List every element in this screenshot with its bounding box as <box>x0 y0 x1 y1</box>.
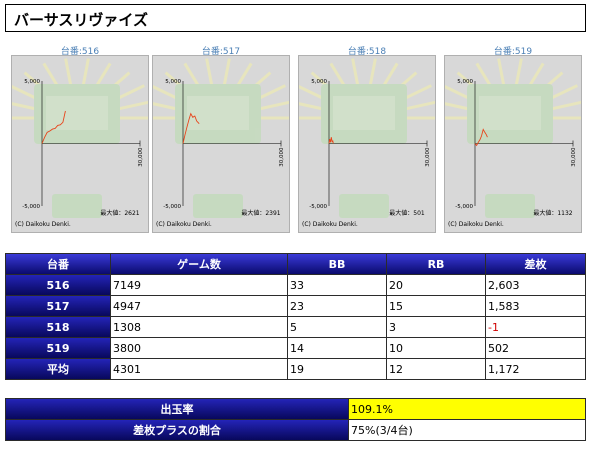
max-value-label: 最大値：2621 <box>100 209 139 217</box>
x-tick-max: 30,000 <box>138 147 144 167</box>
y-tick-max: 5,000 <box>24 79 40 85</box>
cell-games: 1308 <box>111 317 287 337</box>
graph-panel: 5,000 -5,000 30,000 最大値：2391 (C) Daikoku Den… <box>152 55 290 233</box>
copyright-text: (C) Daikoku Denki. <box>156 221 212 228</box>
cell-games: 4947 <box>111 296 287 316</box>
machine-number-label[interactable]: 台番:516 <box>60 47 100 57</box>
plus-ratio-value: 75%(3/4台) <box>349 420 585 440</box>
slump-graph: 5,000 -5,000 30,000 最大値：2621 (C) Daikoku Den… <box>12 58 148 228</box>
row-average-label: 平均 <box>6 359 110 379</box>
max-value-label: 最大値：501 <box>389 209 425 217</box>
payout-rate-value: 109.1% <box>349 399 585 419</box>
data-series-line <box>474 128 488 147</box>
machine-number-label[interactable]: 台番:519 <box>493 47 533 57</box>
machine-number-label[interactable]: 台番:517 <box>201 47 241 57</box>
page-title: バーサスリヴァイズ <box>14 11 148 29</box>
background-watermark <box>299 58 435 218</box>
table-row: 519 3800 14 10 502 <box>6 338 585 358</box>
background-watermark <box>12 58 148 218</box>
slump-graph: 5,000 -5,000 30,000 最大値：1132 (C) Daikoku Den… <box>445 58 581 228</box>
cell-bb: 14 <box>288 338 386 358</box>
data-series-line <box>41 110 66 144</box>
data-series-line <box>328 137 334 144</box>
y-tick-min: -5,000 <box>455 204 473 210</box>
table-row: 517 4947 23 15 1,583 <box>6 296 585 316</box>
plus-ratio-label: 差枚プラスの割合 <box>6 420 348 440</box>
data-series-line <box>182 112 200 144</box>
machine-number-label[interactable]: 台番:518 <box>347 47 387 57</box>
cell-rb: 12 <box>387 359 485 379</box>
summary-row: 出玉率 109.1% <box>6 399 585 419</box>
x-tick-max: 30,000 <box>571 147 577 167</box>
y-tick-max: 5,000 <box>457 79 473 85</box>
payout-rate-label: 出玉率 <box>6 399 348 419</box>
y-tick-max: 5,000 <box>165 79 181 85</box>
row-machine-number[interactable]: 519 <box>6 338 110 358</box>
x-tick-max: 30,000 <box>279 147 285 167</box>
col-header-machine: 台番 <box>6 254 110 274</box>
slump-graph: 5,000 -5,000 30,000 最大値：2391 (C) Daikoku Den… <box>153 58 289 228</box>
col-header-bb: BB <box>288 254 386 274</box>
background-watermark <box>445 58 581 218</box>
col-header-games: ゲーム数 <box>111 254 287 274</box>
cell-diff: 2,603 <box>486 275 585 295</box>
cell-bb: 23 <box>288 296 386 316</box>
col-header-rb: RB <box>387 254 485 274</box>
copyright-text: (C) Daikoku Denki. <box>302 221 358 228</box>
stats-table: 台番 ゲーム数 BB RB 差枚 516 7149 33 20 2,603 51… <box>5 253 586 380</box>
y-tick-min: -5,000 <box>309 204 327 210</box>
table-row-average: 平均 4301 19 12 1,172 <box>6 359 585 379</box>
copyright-text: (C) Daikoku Denki. <box>15 221 71 228</box>
cell-diff: -1 <box>486 317 585 337</box>
cell-rb: 3 <box>387 317 485 337</box>
graph-panel: 5,000 -5,000 30,000 最大値：2621 (C) Daikoku Den… <box>11 55 149 233</box>
y-tick-min: -5,000 <box>163 204 181 210</box>
cell-rb: 20 <box>387 275 485 295</box>
max-value-label: 最大値：1132 <box>533 209 572 217</box>
slump-graph: 5,000 -5,000 30,000 最大値：501 (C) Daikoku Denk… <box>299 58 435 228</box>
cell-diff: 502 <box>486 338 585 358</box>
row-machine-number[interactable]: 517 <box>6 296 110 316</box>
cell-bb: 33 <box>288 275 386 295</box>
cell-games: 4301 <box>111 359 287 379</box>
y-tick-max: 5,000 <box>311 79 327 85</box>
summary-row: 差枚プラスの割合 75%(3/4台) <box>6 420 585 440</box>
cell-games: 7149 <box>111 275 287 295</box>
cell-bb: 19 <box>288 359 386 379</box>
table-row: 518 1308 5 3 -1 <box>6 317 585 337</box>
row-machine-number[interactable]: 516 <box>6 275 110 295</box>
table-row: 516 7149 33 20 2,603 <box>6 275 585 295</box>
copyright-text: (C) Daikoku Denki. <box>448 221 504 228</box>
cell-diff: 1,583 <box>486 296 585 316</box>
cell-rb: 15 <box>387 296 485 316</box>
cell-bb: 5 <box>288 317 386 337</box>
y-tick-min: -5,000 <box>22 204 40 210</box>
cell-games: 3800 <box>111 338 287 358</box>
cell-diff: 1,172 <box>486 359 585 379</box>
row-machine-number[interactable]: 518 <box>6 317 110 337</box>
x-tick-max: 30,000 <box>425 147 431 167</box>
max-value-label: 最大値：2391 <box>241 209 280 217</box>
table-header-row: 台番 ゲーム数 BB RB 差枚 <box>6 254 585 274</box>
background-watermark <box>153 58 289 218</box>
graph-panel: 5,000 -5,000 30,000 最大値：1132 (C) Daikoku Den… <box>444 55 582 233</box>
col-header-diff: 差枚 <box>486 254 585 274</box>
cell-rb: 10 <box>387 338 485 358</box>
graph-panel: 5,000 -5,000 30,000 最大値：501 (C) Daikoku Denk… <box>298 55 436 233</box>
title-box: バーサスリヴァイズ <box>5 4 586 32</box>
summary-table: 出玉率 109.1% 差枚プラスの割合 75%(3/4台) <box>5 398 586 441</box>
